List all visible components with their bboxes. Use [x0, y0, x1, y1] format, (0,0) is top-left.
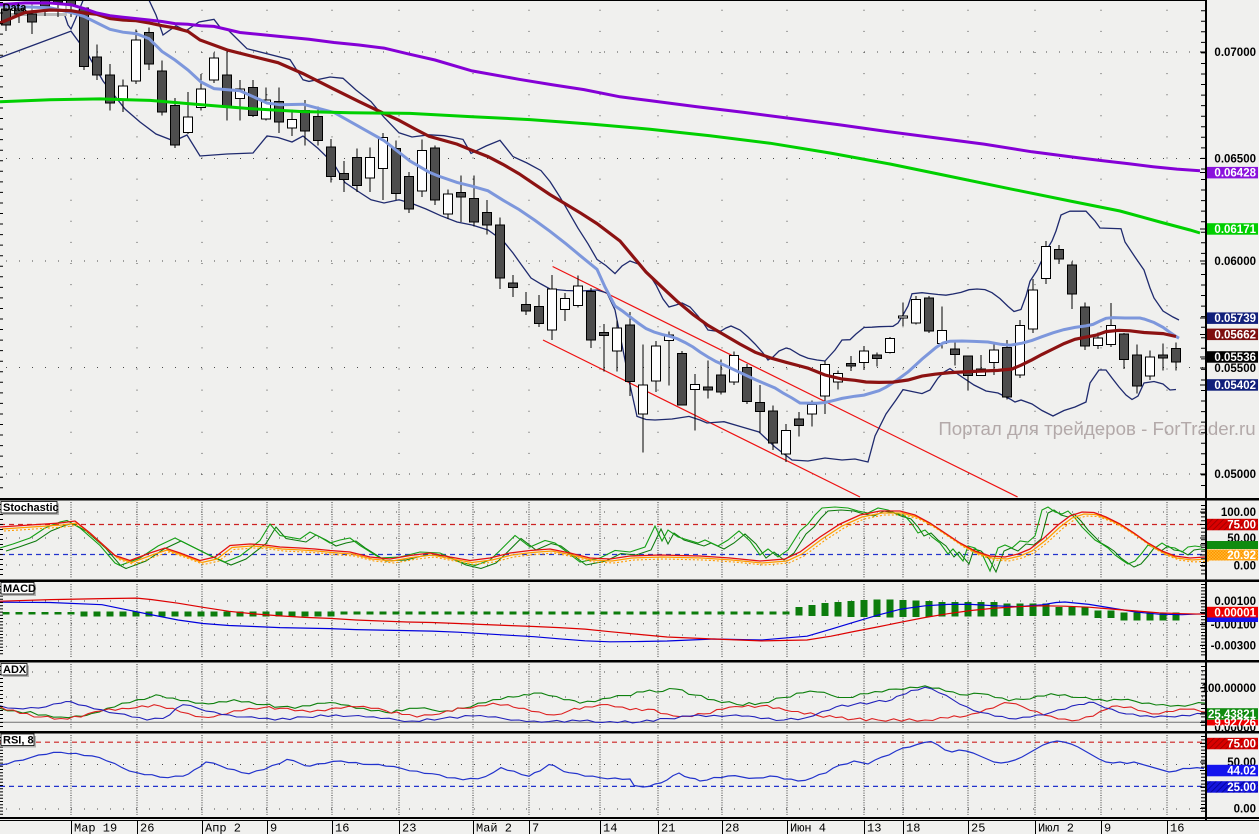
svg-text:0.00001: 0.00001	[1214, 608, 1256, 620]
svg-text:0.06428: 0.06428	[1214, 168, 1256, 180]
svg-text:0.05402: 0.05402	[1214, 380, 1256, 392]
svg-text:-0.00300: -0.00300	[1211, 641, 1256, 653]
svg-text:Data: Data	[3, 2, 28, 14]
svg-text:7: 7	[532, 822, 539, 834]
svg-text:0.00: 0.00	[1234, 561, 1256, 573]
svg-text:Stochastic: Stochastic	[3, 502, 59, 514]
svg-text:100.00000: 100.00000	[1202, 683, 1256, 695]
svg-text:75.00: 75.00	[1227, 739, 1256, 751]
svg-text:0.00000: 0.00000	[1214, 723, 1256, 735]
svg-text:9.92726: 9.92726	[1214, 718, 1256, 730]
svg-text:MACD: MACD	[3, 583, 36, 595]
svg-text:Июл 2: Июл 2	[1038, 822, 1074, 834]
svg-text:26: 26	[140, 822, 154, 834]
svg-text:44.02: 44.02	[1227, 766, 1256, 778]
svg-text:75.00: 75.00	[1227, 520, 1256, 532]
svg-text:16: 16	[1170, 822, 1184, 834]
svg-text:0.06000: 0.06000	[1214, 256, 1256, 268]
svg-text:0.05739: 0.05739	[1214, 313, 1256, 325]
svg-text:0.05000: 0.05000	[1214, 469, 1256, 481]
svg-text:20.92: 20.92	[1227, 550, 1256, 562]
svg-text:Май 2: Май 2	[476, 822, 512, 834]
svg-text:0.07000: 0.07000	[1214, 47, 1256, 59]
svg-text:0.06500: 0.06500	[1214, 154, 1256, 166]
svg-text:9: 9	[1104, 822, 1111, 834]
svg-text:21: 21	[661, 822, 675, 834]
svg-text:Апр 2: Апр 2	[205, 822, 241, 834]
svg-text:-0.00100: -0.00100	[1211, 620, 1256, 632]
svg-text:100.00: 100.00	[1221, 507, 1256, 519]
svg-text:25.43821: 25.43821	[1208, 709, 1257, 721]
svg-text:13: 13	[867, 822, 881, 834]
svg-text:16: 16	[335, 822, 349, 834]
svg-text:28: 28	[725, 822, 739, 834]
svg-text:0.00100: 0.00100	[1214, 596, 1256, 608]
svg-text:RSI, 8: RSI, 8	[3, 735, 34, 747]
svg-text:Портал для трейдеров - ForTrad: Портал для трейдеров - ForTrader.ru	[938, 418, 1255, 439]
svg-text:ADX: ADX	[3, 664, 27, 676]
svg-text:25: 25	[971, 822, 985, 834]
svg-text:25.00: 25.00	[1227, 782, 1256, 794]
svg-text:14: 14	[603, 822, 617, 834]
svg-text:0.00: 0.00	[1234, 804, 1256, 816]
svg-text:23: 23	[402, 822, 416, 834]
svg-text:0.05536: 0.05536	[1214, 352, 1256, 364]
svg-text:18: 18	[906, 822, 920, 834]
svg-text:0.05500: 0.05500	[1214, 363, 1256, 375]
svg-text:0.05662: 0.05662	[1214, 329, 1256, 341]
svg-text:0.06171: 0.06171	[1214, 224, 1256, 236]
svg-text:Мар 19: Мар 19	[74, 822, 117, 834]
svg-text:9: 9	[270, 822, 277, 834]
svg-text:Июн 4: Июн 4	[790, 822, 826, 834]
